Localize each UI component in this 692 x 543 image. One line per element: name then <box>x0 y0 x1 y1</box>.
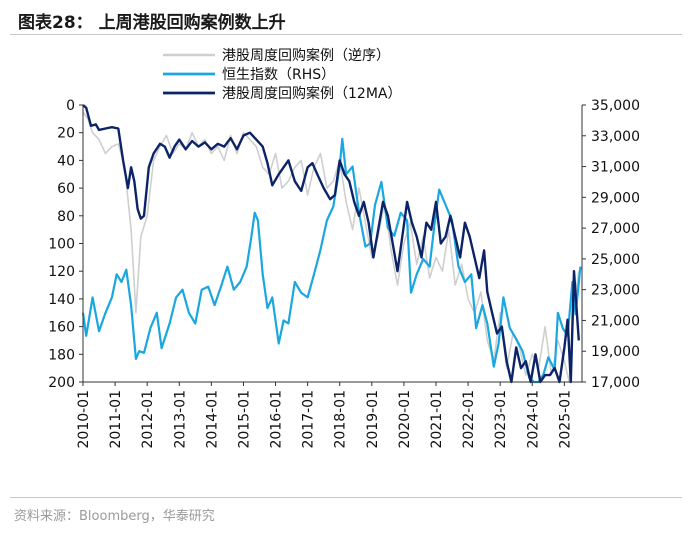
series-line-ma <box>82 104 580 384</box>
x-tick-label: 2021-01 <box>429 390 445 449</box>
plot-area <box>81 104 582 384</box>
right-tick-label: 17,000 <box>591 375 640 391</box>
x-tick-label: 2013-01 <box>172 390 188 449</box>
x-tick-label: 2012-01 <box>140 390 156 449</box>
right-tick-label: 25,000 <box>591 252 640 268</box>
legend-label-weekly: 港股周度回购案例（逆序） <box>222 47 390 64</box>
series-line-index <box>81 137 582 384</box>
right-tick-label: 23,000 <box>591 283 640 299</box>
x-tick-label: 2010-01 <box>76 390 92 449</box>
legend-label-index: 恒生指数（RHS） <box>222 67 335 83</box>
source-note: 资料来源：Bloomberg，华泰研究 <box>14 509 215 524</box>
x-tick-label: 2019-01 <box>365 390 381 449</box>
right-tick-label: 33,000 <box>591 129 640 145</box>
x-tick-label: 2014-01 <box>204 390 220 449</box>
x-tick-label: 2015-01 <box>236 390 252 449</box>
right-tick-label: 29,000 <box>591 190 640 206</box>
left-tick-label: 100 <box>48 237 75 253</box>
x-tick-label: 2023-01 <box>493 390 509 449</box>
right-tick-label: 19,000 <box>591 344 640 360</box>
legend: 港股周度回购案例（逆序） 恒生指数（RHS） 港股周度回购案例（12MA） <box>163 47 401 102</box>
left-tick-label: 200 <box>48 375 75 391</box>
x-tick-label: 2024-01 <box>525 390 541 449</box>
x-tick-label: 2011-01 <box>108 390 124 449</box>
left-tick-label: 20 <box>57 126 75 142</box>
right-tick-label: 27,000 <box>591 221 640 237</box>
left-tick-label: 40 <box>57 153 75 169</box>
left-tick-label: 0 <box>66 98 75 114</box>
x-tick-label: 2025-01 <box>557 390 573 449</box>
right-tick-label: 31,000 <box>591 160 640 176</box>
x-tick-label: 2016-01 <box>269 390 285 449</box>
axes: 0 20 40 60 80 100 120 140 160 180 200 35,000 33,000 3… <box>48 98 640 449</box>
x-tick-label: 2022-01 <box>461 390 477 449</box>
left-tick-label: 80 <box>57 209 75 225</box>
x-tick-label: 2020-01 <box>397 390 413 449</box>
left-tick-label: 160 <box>48 320 75 336</box>
right-tick-label: 21,000 <box>591 313 640 329</box>
left-tick-label: 140 <box>48 292 75 308</box>
left-tick-label: 180 <box>48 347 75 363</box>
right-tick-label: 35,000 <box>591 98 640 114</box>
legend-label-ma: 港股周度回购案例（12MA） <box>222 85 401 102</box>
footer-divider <box>10 497 682 498</box>
left-tick-label: 60 <box>57 181 75 197</box>
title-divider <box>10 34 682 35</box>
chart-title: 图表28： 上周港股回购案例数上升 <box>18 13 286 33</box>
left-tick-label: 120 <box>48 264 75 280</box>
x-tick-label: 2018-01 <box>333 390 349 449</box>
x-tick-label: 2017-01 <box>301 390 317 449</box>
